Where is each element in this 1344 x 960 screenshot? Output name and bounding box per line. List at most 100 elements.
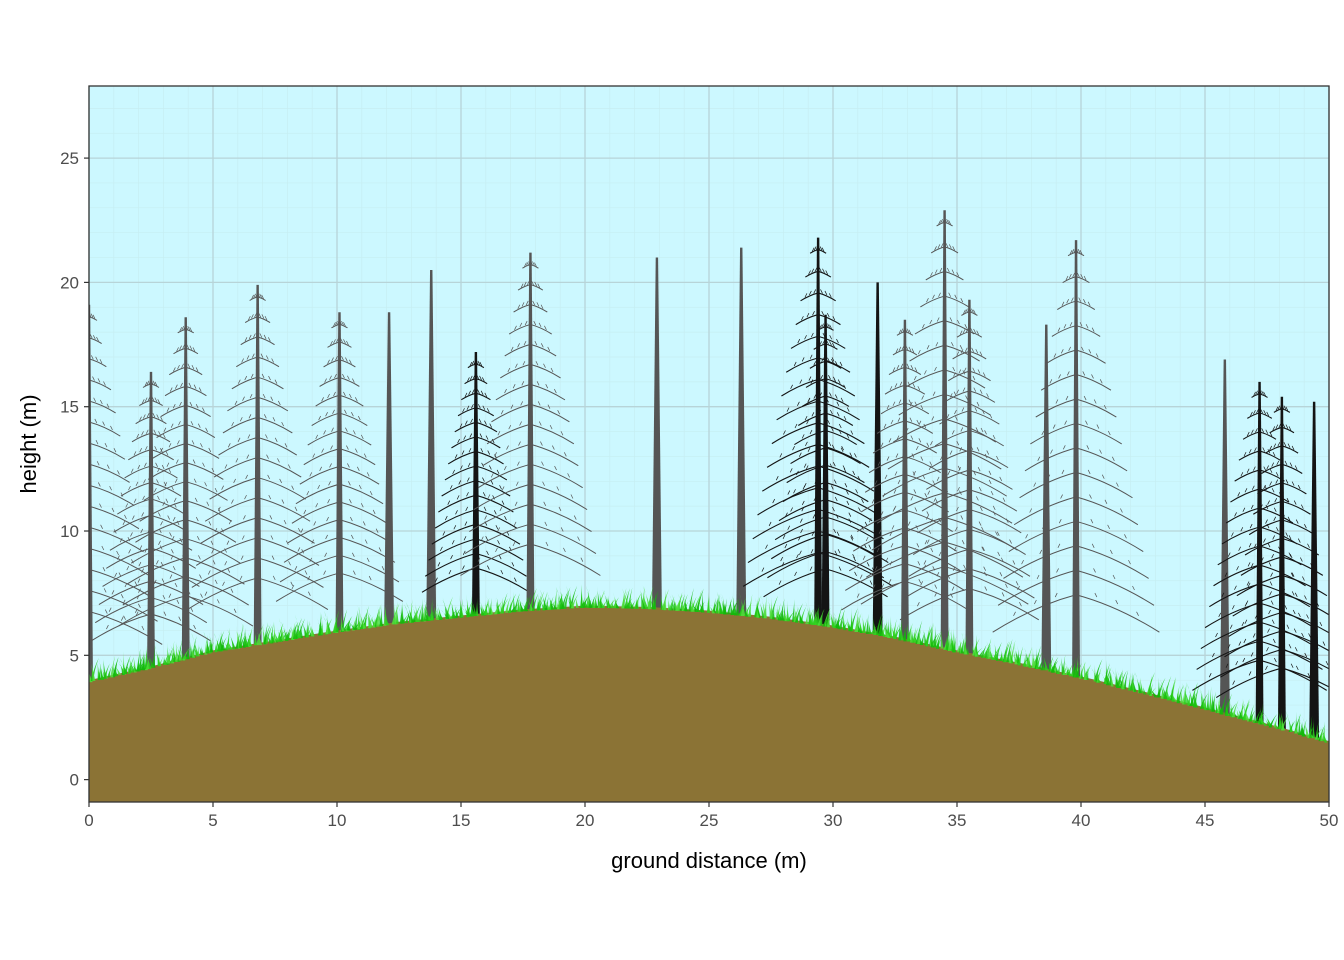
tree-needle — [784, 543, 788, 549]
tree-needle — [1242, 507, 1246, 512]
tree-branch — [1247, 412, 1260, 419]
snag-tree — [872, 282, 883, 642]
grass-blade — [489, 602, 494, 615]
tree-needle — [106, 624, 109, 630]
tree-branch — [825, 378, 846, 388]
tree-needle — [517, 343, 520, 348]
snag-tree — [426, 269, 437, 627]
tree-needle — [128, 485, 131, 491]
tree-needle — [1254, 447, 1257, 452]
tree-branch — [150, 383, 160, 388]
grass-blade — [130, 662, 138, 672]
tree-needle — [350, 516, 353, 522]
grass-blade — [1051, 656, 1060, 674]
grass-blade — [949, 630, 956, 653]
tree-branch — [1281, 408, 1291, 413]
tree-needle — [255, 292, 258, 298]
tree-needle — [893, 489, 897, 494]
grass-tuft — [1071, 653, 1082, 678]
grass-blade — [1031, 651, 1037, 668]
tree-branch — [89, 590, 90, 591]
tree-trunk — [821, 314, 830, 633]
grass-blade — [1203, 695, 1207, 711]
tree-needle — [1250, 504, 1254, 510]
tree-needle — [894, 383, 898, 388]
grass-blade — [1107, 661, 1113, 686]
tree-needle — [346, 445, 349, 450]
tree-needle — [1261, 557, 1264, 562]
tree-needle — [38, 604, 40, 608]
tree-needle — [297, 547, 301, 552]
tree-needle — [930, 441, 933, 446]
tree-needle — [943, 434, 946, 440]
tree-branch — [766, 443, 819, 468]
tree-needle — [826, 340, 829, 345]
tree-needle — [286, 540, 289, 545]
snag-tree — [1219, 359, 1230, 721]
grass-blade — [353, 609, 359, 630]
tree-needle — [1277, 405, 1281, 410]
grass-blade — [940, 627, 944, 649]
tree-needle — [996, 455, 999, 461]
grass-tuft — [720, 593, 733, 615]
tree-branch — [997, 569, 1077, 606]
tree-needle — [141, 399, 145, 404]
grass-blade — [265, 624, 273, 644]
tree-needle — [165, 498, 169, 503]
grass-blade — [715, 593, 721, 614]
tree-needle — [317, 484, 320, 490]
tree-needle — [267, 337, 271, 342]
tree-branch — [904, 420, 934, 434]
tree-needle — [976, 330, 980, 335]
tree-needle — [965, 395, 968, 400]
tree-needle — [982, 409, 985, 415]
tree-branch — [150, 449, 174, 461]
tree-branch — [89, 316, 90, 318]
tree-needle — [846, 407, 850, 412]
tree-branch — [1030, 422, 1077, 445]
grass-blade — [985, 637, 992, 659]
tree-needle — [85, 355, 87, 359]
grass-blade — [82, 665, 89, 682]
grass-blade — [1121, 667, 1125, 690]
tree-needle — [358, 415, 361, 421]
tree-branch — [291, 501, 340, 524]
grass-blade — [898, 618, 903, 641]
tree-needle — [1277, 442, 1281, 447]
tree-needle — [1276, 460, 1280, 466]
tree-needle — [518, 441, 521, 446]
tree-needle — [327, 499, 330, 504]
tree-needle — [181, 363, 184, 368]
grass-blade — [738, 603, 747, 616]
tree-needle — [920, 581, 923, 586]
tree-needle — [988, 470, 992, 475]
tree-needle — [343, 322, 346, 327]
grass-blade — [113, 657, 119, 677]
tree-needle — [527, 280, 530, 286]
tree-branch — [1075, 398, 1117, 418]
grass-blade — [760, 594, 767, 619]
tree-branch — [1075, 520, 1144, 552]
grass-blade — [906, 618, 910, 642]
grass-blade — [1163, 675, 1172, 699]
grass-blade — [235, 632, 241, 649]
tree-needle — [144, 462, 147, 467]
grass-blade — [139, 648, 143, 671]
grass-blade — [1254, 709, 1262, 723]
tree-needle — [73, 422, 75, 426]
tree-needle — [920, 456, 924, 461]
tree-needle — [577, 536, 580, 541]
tree-needle — [193, 478, 197, 483]
tree-needle — [269, 515, 273, 520]
tree-needle — [926, 298, 929, 303]
tree-needle — [464, 521, 468, 526]
grass-tuft — [1002, 639, 1013, 663]
tree-needle — [805, 465, 809, 470]
tree-needle — [1225, 663, 1229, 668]
tree-branch — [904, 568, 970, 599]
grass-blade — [431, 601, 439, 620]
tree-needle — [1267, 500, 1270, 505]
tree-branch — [825, 343, 838, 350]
tree-needle — [1224, 572, 1228, 577]
tree-branch — [1259, 412, 1273, 419]
